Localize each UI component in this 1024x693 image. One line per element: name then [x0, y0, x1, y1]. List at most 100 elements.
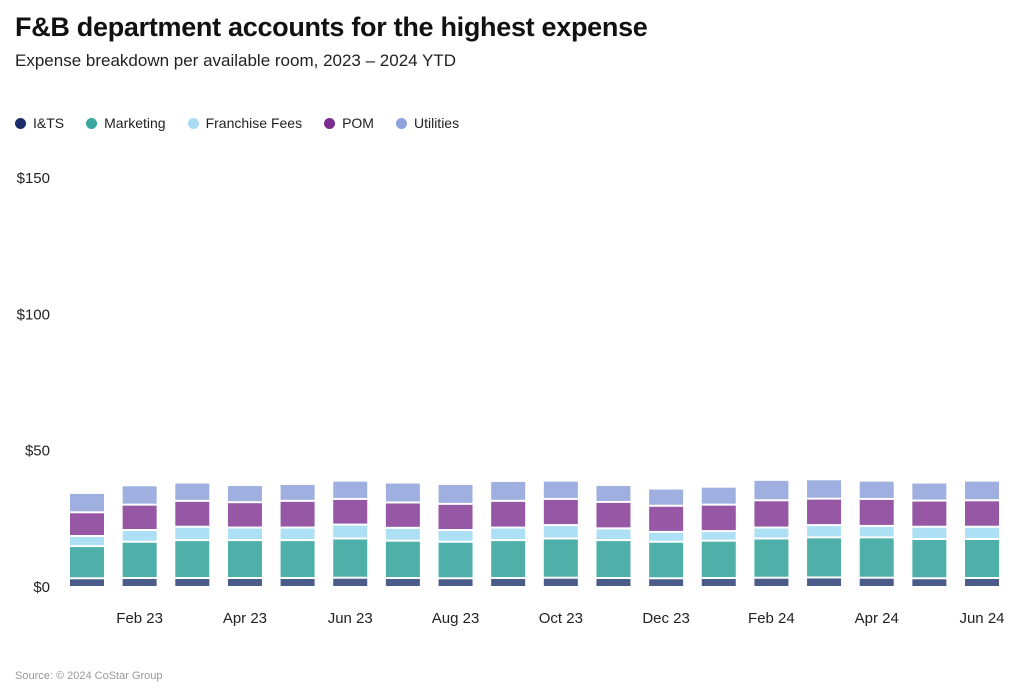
bar-stack [333, 481, 368, 586]
bar-segment-utilities[interactable] [175, 483, 210, 500]
bar-segment-i-ts[interactable] [754, 578, 789, 586]
x-tick-label: Feb 24 [748, 610, 795, 627]
bar-segment-utilities[interactable] [333, 481, 368, 498]
bar-segment-franchise-fees[interactable] [227, 528, 262, 540]
bar-segment-pom[interactable] [280, 501, 315, 527]
bar-segment-marketing[interactable] [912, 540, 947, 578]
bar-segment-franchise-fees[interactable] [649, 532, 684, 541]
legend-item-its[interactable]: I&TS [15, 115, 64, 131]
bar-segment-marketing[interactable] [333, 539, 368, 577]
bar-segment-pom[interactable] [965, 501, 999, 526]
bar-segment-pom[interactable] [596, 502, 631, 528]
y-tick-label: $100 [17, 306, 50, 323]
bar-segment-i-ts[interactable] [227, 579, 262, 586]
bar-segment-franchise-fees[interactable] [807, 526, 842, 537]
bar-segment-franchise-fees[interactable] [859, 526, 894, 537]
bar-segment-i-ts[interactable] [543, 578, 578, 586]
bar-segment-franchise-fees[interactable] [70, 537, 104, 546]
bar-segment-marketing[interactable] [175, 541, 210, 578]
bar-segment-pom[interactable] [175, 501, 210, 526]
bar-segment-i-ts[interactable] [70, 579, 104, 586]
bar-segment-utilities[interactable] [912, 483, 947, 500]
bar-segment-i-ts[interactable] [807, 578, 842, 586]
bar-segment-marketing[interactable] [701, 541, 736, 578]
bar-segment-franchise-fees[interactable] [438, 531, 473, 541]
bar-segment-pom[interactable] [491, 501, 526, 527]
bar-segment-pom[interactable] [438, 504, 473, 530]
bar-segment-franchise-fees[interactable] [965, 527, 999, 539]
y-tick-label: $0 [33, 579, 50, 596]
bar-segment-pom[interactable] [543, 499, 578, 525]
bar-segment-utilities[interactable] [859, 481, 894, 498]
bar-segment-marketing[interactable] [859, 538, 894, 577]
bar-segment-franchise-fees[interactable] [280, 528, 315, 540]
bar-segment-franchise-fees[interactable] [175, 527, 210, 540]
bar-segment-pom[interactable] [122, 505, 157, 530]
bar-segment-franchise-fees[interactable] [543, 526, 578, 538]
bar-segment-pom[interactable] [859, 499, 894, 525]
bar-segment-utilities[interactable] [70, 493, 104, 512]
bar-segment-franchise-fees[interactable] [491, 528, 526, 540]
legend-item-franchise-fees[interactable]: Franchise Fees [187, 115, 302, 131]
bar-segment-utilities[interactable] [596, 486, 631, 501]
bar-segment-utilities[interactable] [701, 487, 736, 504]
bar-segment-franchise-fees[interactable] [701, 532, 736, 540]
bar-segment-i-ts[interactable] [596, 579, 631, 586]
bar-segment-i-ts[interactable] [965, 579, 999, 586]
bar-segment-utilities[interactable] [965, 481, 999, 500]
bar-segment-pom[interactable] [754, 501, 789, 527]
bar-segment-marketing[interactable] [122, 542, 157, 578]
bar-segment-pom[interactable] [385, 503, 420, 527]
bar-segment-marketing[interactable] [385, 541, 420, 578]
bar-segment-pom[interactable] [70, 513, 104, 536]
bar-segment-i-ts[interactable] [333, 578, 368, 586]
bar-segment-marketing[interactable] [649, 542, 684, 578]
bar-segment-marketing[interactable] [596, 541, 631, 578]
bar-segment-utilities[interactable] [649, 489, 684, 505]
bar-segment-pom[interactable] [912, 501, 947, 526]
bar-segment-franchise-fees[interactable] [122, 531, 157, 541]
bar-segment-marketing[interactable] [438, 542, 473, 578]
bar-segment-marketing[interactable] [227, 541, 262, 578]
bar-segment-marketing[interactable] [280, 541, 315, 578]
bar-segment-i-ts[interactable] [385, 579, 420, 586]
legend-label: Utilities [413, 115, 460, 131]
bar-segment-franchise-fees[interactable] [754, 528, 789, 538]
bar-segment-i-ts[interactable] [491, 579, 526, 586]
bar-segment-franchise-fees[interactable] [912, 527, 947, 539]
bar-segment-utilities[interactable] [122, 486, 157, 504]
bar-segment-pom[interactable] [227, 503, 262, 527]
bar-segment-marketing[interactable] [807, 538, 842, 577]
bar-segment-i-ts[interactable] [280, 579, 315, 586]
bar-segment-utilities[interactable] [807, 480, 842, 498]
bar-segment-utilities[interactable] [438, 484, 473, 503]
bar-segment-i-ts[interactable] [175, 579, 210, 586]
bar-segment-marketing[interactable] [70, 547, 104, 578]
bar-segment-utilities[interactable] [754, 480, 789, 500]
bar-segment-marketing[interactable] [965, 540, 999, 578]
bar-segment-utilities[interactable] [227, 486, 262, 502]
bar-segment-i-ts[interactable] [649, 579, 684, 586]
bar-segment-utilities[interactable] [280, 484, 315, 500]
bar-segment-i-ts[interactable] [859, 578, 894, 586]
bar-segment-i-ts[interactable] [701, 579, 736, 586]
bar-segment-utilities[interactable] [385, 483, 420, 502]
bar-segment-pom[interactable] [701, 505, 736, 531]
legend-item-marketing[interactable]: Marketing [86, 115, 166, 131]
bar-segment-marketing[interactable] [754, 539, 789, 577]
bar-segment-franchise-fees[interactable] [596, 529, 631, 540]
bar-segment-franchise-fees[interactable] [385, 528, 420, 540]
bar-segment-pom[interactable] [649, 506, 684, 531]
bar-segment-utilities[interactable] [491, 481, 526, 500]
bar-segment-pom[interactable] [333, 499, 368, 524]
bar-segment-marketing[interactable] [543, 539, 578, 577]
bar-segment-utilities[interactable] [543, 481, 578, 498]
bar-segment-i-ts[interactable] [438, 579, 473, 586]
bar-segment-i-ts[interactable] [912, 579, 947, 586]
bar-segment-pom[interactable] [807, 499, 842, 525]
legend-item-utilities[interactable]: Utilities [395, 115, 460, 131]
bar-segment-franchise-fees[interactable] [333, 525, 368, 538]
bar-segment-i-ts[interactable] [122, 579, 157, 586]
bar-segment-marketing[interactable] [491, 541, 526, 578]
legend-item-pom[interactable]: POM [324, 115, 374, 131]
